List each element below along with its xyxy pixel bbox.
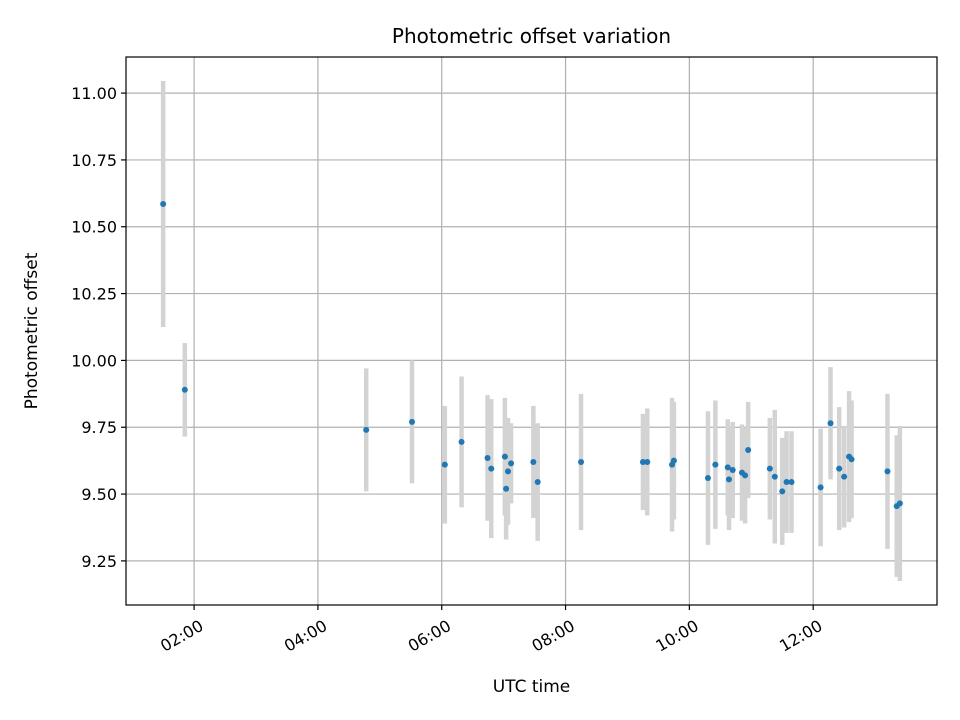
y-tick-label: 9.75 — [81, 418, 117, 437]
x-tick-label: 04:00 — [281, 616, 330, 656]
data-point — [884, 468, 891, 475]
data-point — [181, 386, 188, 393]
data-point — [508, 460, 515, 467]
x-axis-title: UTC time — [493, 677, 571, 697]
y-tick-label: 11.00 — [71, 84, 117, 103]
y-tick-label: 9.25 — [81, 552, 117, 571]
grid-layer — [126, 57, 937, 605]
data-point — [836, 465, 843, 472]
data-point — [896, 500, 903, 507]
data-point — [488, 465, 495, 472]
data-point — [745, 446, 752, 453]
data-point — [484, 454, 491, 461]
y-tick-label: 10.50 — [71, 218, 117, 237]
y-tick-label: 10.75 — [71, 151, 117, 170]
data-point — [578, 458, 585, 465]
data-point — [534, 479, 541, 486]
data-point — [848, 456, 855, 463]
y-tick-label: 10.00 — [71, 351, 117, 370]
data-point — [729, 467, 736, 474]
data-point — [363, 426, 370, 433]
data-point-layer — [160, 201, 903, 510]
error-bar-layer — [160, 81, 903, 581]
data-point — [501, 453, 508, 460]
data-point — [409, 418, 416, 425]
data-point — [670, 457, 677, 464]
data-point — [644, 458, 651, 465]
x-tick-label: 02:00 — [157, 616, 206, 656]
data-point — [503, 485, 510, 492]
data-point — [504, 468, 511, 475]
data-point — [441, 461, 448, 468]
data-point — [704, 475, 711, 482]
y-tick-label: 9.50 — [81, 485, 117, 504]
x-tick-label: 12:00 — [776, 616, 825, 656]
data-point — [788, 479, 795, 486]
data-point — [639, 458, 646, 465]
data-point — [712, 461, 719, 468]
data-point — [827, 420, 834, 427]
y-axis-title: Photometric offset — [22, 252, 42, 409]
data-point — [725, 476, 732, 483]
data-point — [841, 473, 848, 480]
x-tick-label: 06:00 — [405, 616, 454, 656]
data-point — [724, 464, 731, 471]
data-point — [783, 479, 790, 486]
data-point — [458, 438, 465, 445]
data-point — [817, 484, 824, 491]
plot-frame — [125, 56, 938, 606]
chart-title: Photometric offset variation — [392, 24, 671, 48]
data-point — [766, 465, 773, 472]
data-point — [742, 472, 749, 479]
y-tick-label: 10.25 — [71, 285, 117, 304]
data-point — [160, 201, 167, 208]
x-tick-label: 08:00 — [529, 616, 578, 656]
data-point — [530, 458, 537, 465]
data-point — [771, 473, 778, 480]
data-point — [779, 488, 786, 495]
x-tick-label: 10:00 — [652, 616, 701, 656]
